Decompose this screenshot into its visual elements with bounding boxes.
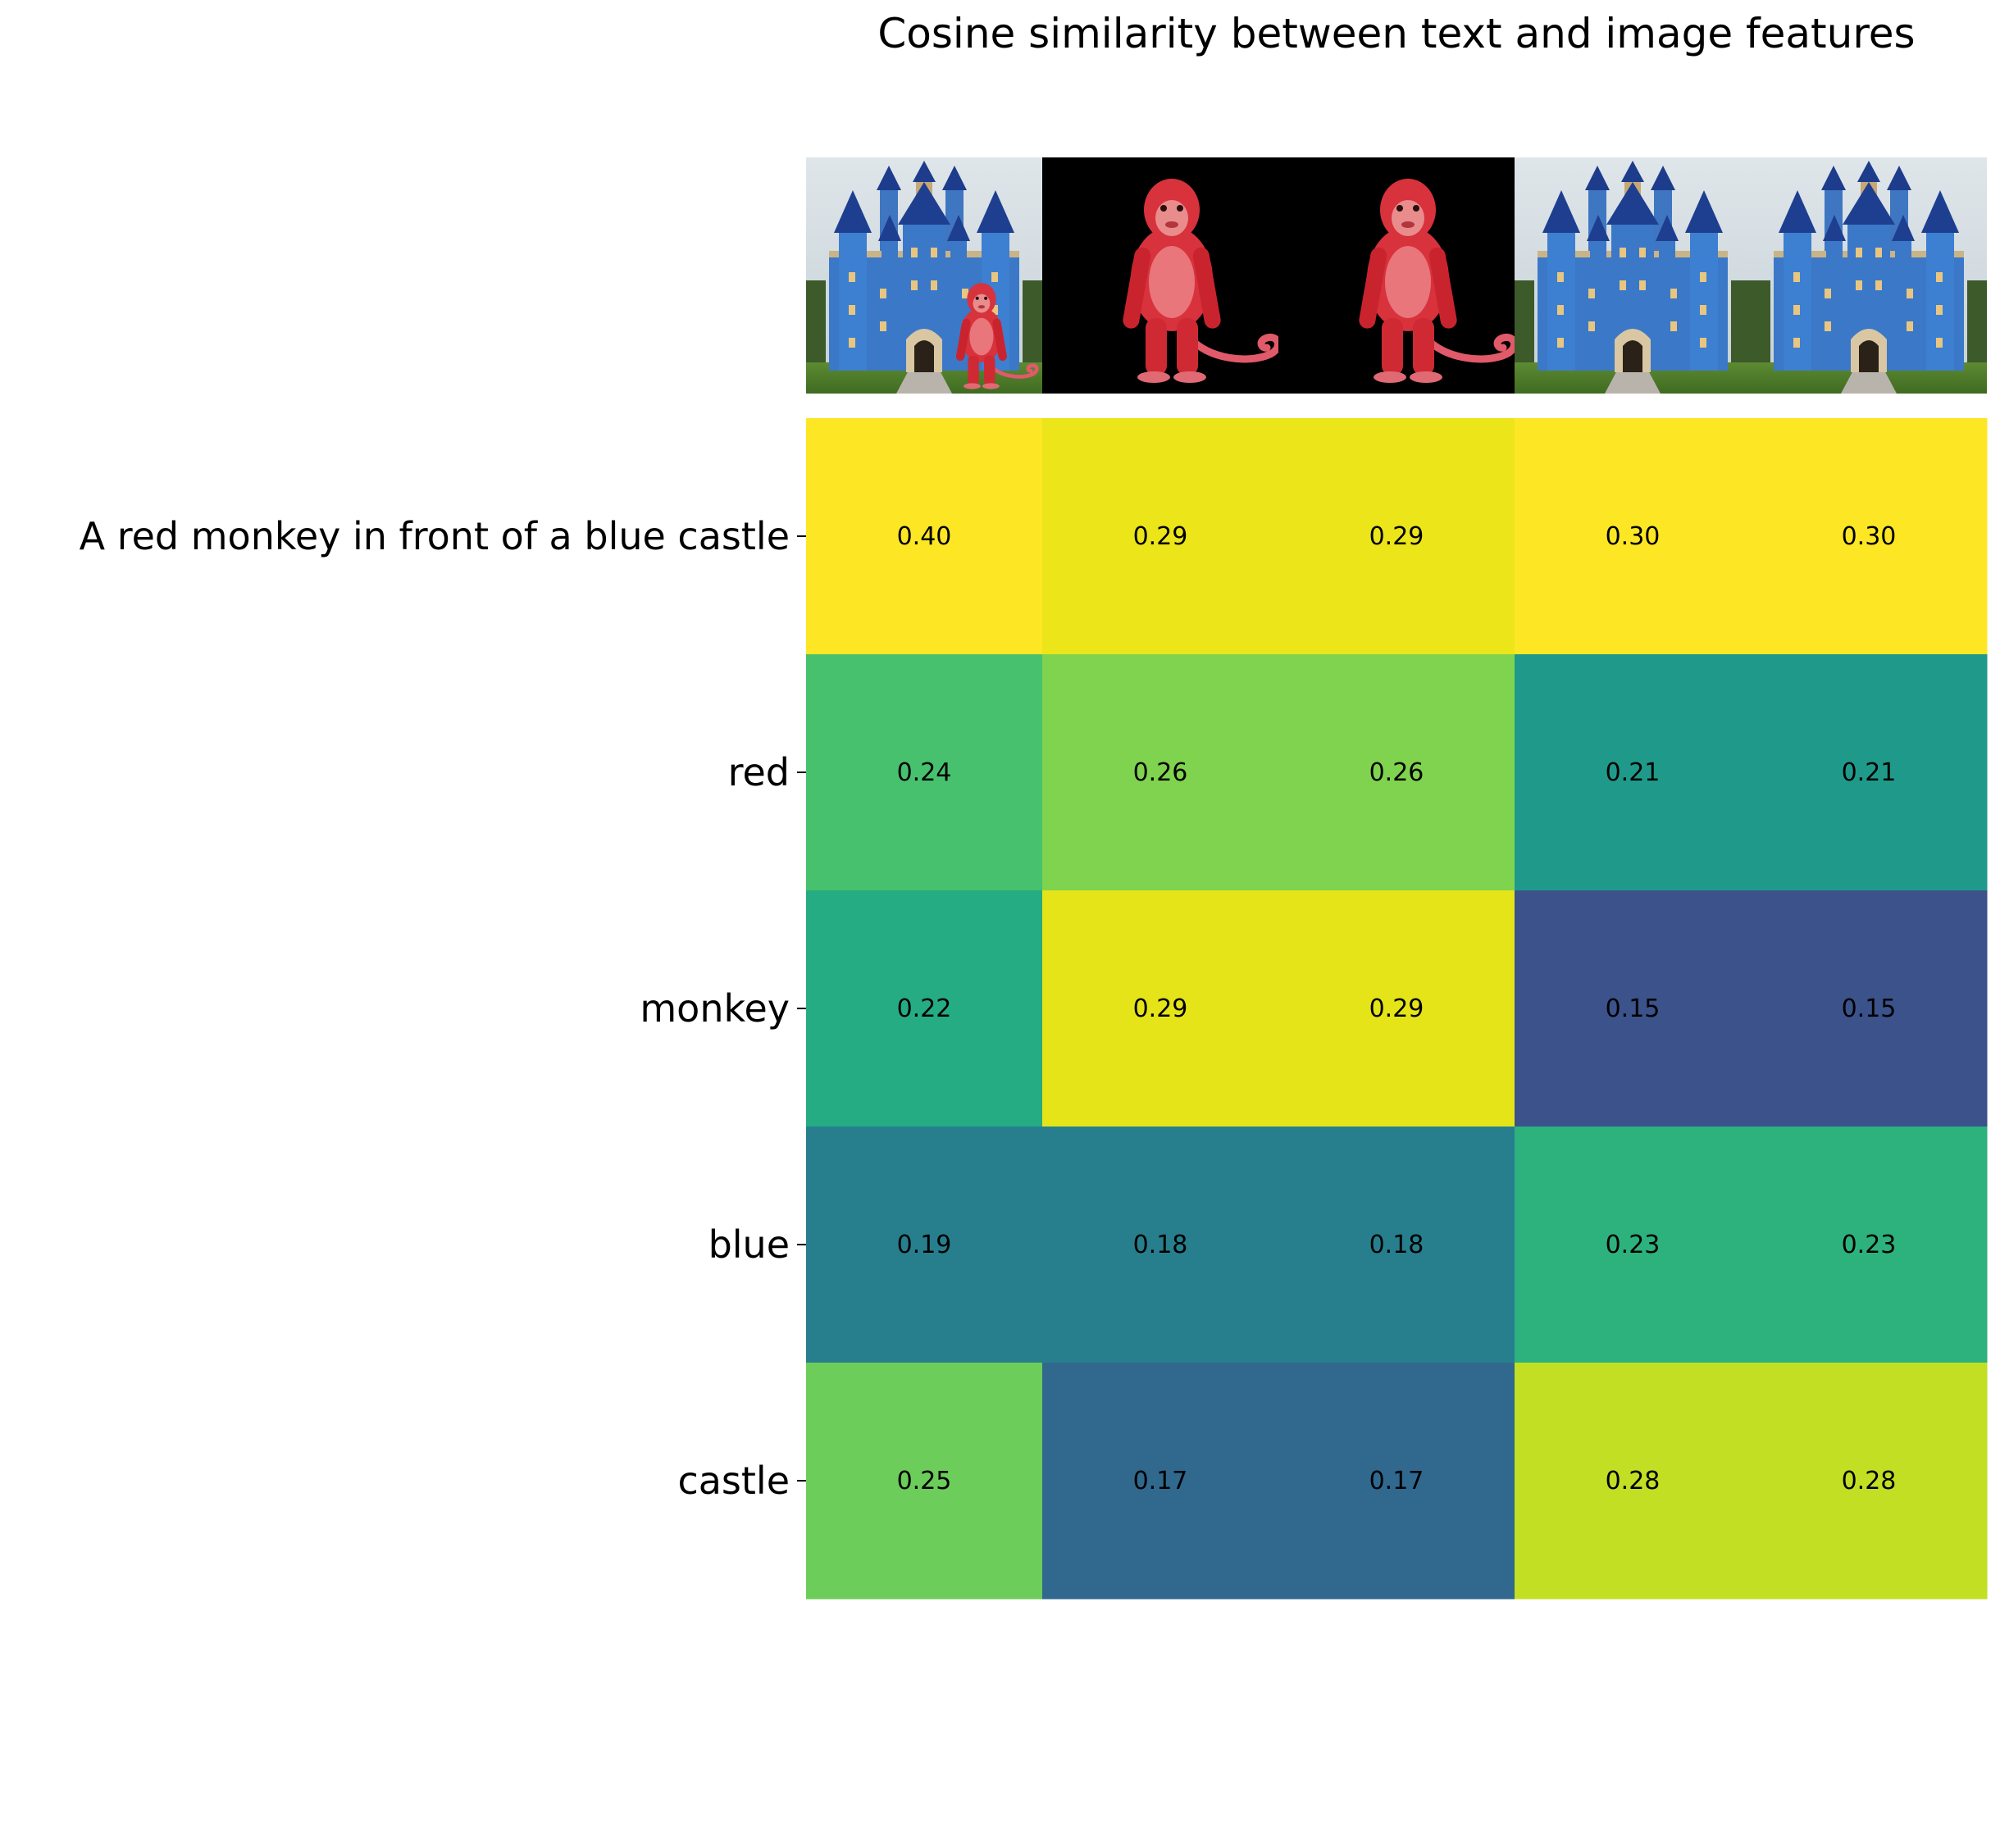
cell-value-label: 0.22 (897, 995, 952, 1023)
cell-value-label: 0.40 (897, 522, 952, 551)
y-tick-label: A red monkey in front of a blue castle (80, 514, 790, 558)
y-tick-label: red (728, 750, 790, 794)
cell-value-label: 0.21 (1606, 758, 1661, 787)
heatmap-cell (1278, 890, 1515, 1127)
cell-value-label: 0.23 (1606, 1231, 1661, 1259)
heatmap-cell (1042, 890, 1279, 1127)
heatmap-cell (1042, 654, 1279, 891)
cell-value-label: 0.29 (1369, 522, 1424, 551)
y-tick-label: castle (677, 1459, 790, 1503)
cell-value-label: 0.26 (1369, 758, 1424, 787)
cell-value-label: 0.30 (1842, 522, 1897, 551)
heatmap-cell (1515, 1127, 1752, 1363)
y-tick-label: blue (708, 1222, 790, 1267)
heatmap-cell (1278, 418, 1515, 655)
cell-value-label: 0.29 (1369, 995, 1424, 1023)
heatmap-cell (1278, 1363, 1515, 1600)
heatmap-cell (1042, 418, 1279, 655)
cell-value-label: 0.17 (1369, 1467, 1424, 1495)
blue-castle-image (1515, 157, 1751, 394)
heatmap-cell (806, 418, 1043, 655)
heatmap-cell (806, 654, 1043, 891)
heatmap-cell (1751, 890, 1988, 1127)
heatmap-cell (806, 890, 1043, 1127)
blue-castle-image (1751, 157, 1987, 394)
heatmap-cell (1751, 654, 1988, 891)
cell-value-label: 0.29 (1133, 995, 1188, 1023)
heatmap-cell (1515, 1363, 1752, 1600)
heatmap-cells: 0.40 0.29 0.29 0.30 0.30 0.24 0.26 0.26 0.21 0.21… (806, 418, 1988, 1600)
heatmap-cell (1515, 654, 1752, 891)
heatmap-cell (806, 1363, 1043, 1600)
heatmap-cell (1042, 1363, 1279, 1600)
red-monkey-image (1042, 157, 1278, 394)
image-strip (806, 157, 1987, 394)
cell-value-label: 0.30 (1606, 522, 1661, 551)
heatmap-cell (1515, 418, 1752, 655)
y-tick-label: monkey (640, 986, 790, 1031)
cell-value-label: 0.21 (1842, 758, 1897, 787)
heatmap-cell (1751, 1127, 1988, 1363)
y-axis: A red monkey in front of a blue castle re… (80, 514, 806, 1503)
cell-value-label: 0.15 (1606, 995, 1661, 1023)
cell-value-label: 0.25 (897, 1467, 952, 1495)
heatmap-cell (1751, 1363, 1988, 1600)
cell-value-label: 0.15 (1842, 995, 1897, 1023)
cell-value-label: 0.23 (1842, 1231, 1897, 1259)
heatmap-cell (1278, 654, 1515, 891)
heatmap-cell (1278, 1127, 1515, 1363)
chart-title: Cosine similarity between text and image… (877, 10, 1915, 57)
castle-with-monkey-image (806, 157, 1042, 394)
cell-value-label: 0.29 (1133, 522, 1188, 551)
heatmap-cell (806, 1127, 1043, 1363)
cell-value-label: 0.19 (897, 1231, 952, 1259)
cell-value-label: 0.18 (1369, 1231, 1424, 1259)
cell-value-label: 0.18 (1133, 1231, 1188, 1259)
red-monkey-image (1278, 157, 1515, 394)
cell-value-label: 0.28 (1606, 1467, 1661, 1495)
cell-value-label: 0.24 (897, 758, 952, 787)
cell-value-label: 0.28 (1842, 1467, 1897, 1495)
cell-value-label: 0.17 (1133, 1467, 1188, 1495)
heatmap-cell (1751, 418, 1988, 655)
heatmap-cell (1515, 890, 1752, 1127)
heatmap-cell (1042, 1127, 1279, 1363)
cell-value-label: 0.26 (1133, 758, 1188, 787)
